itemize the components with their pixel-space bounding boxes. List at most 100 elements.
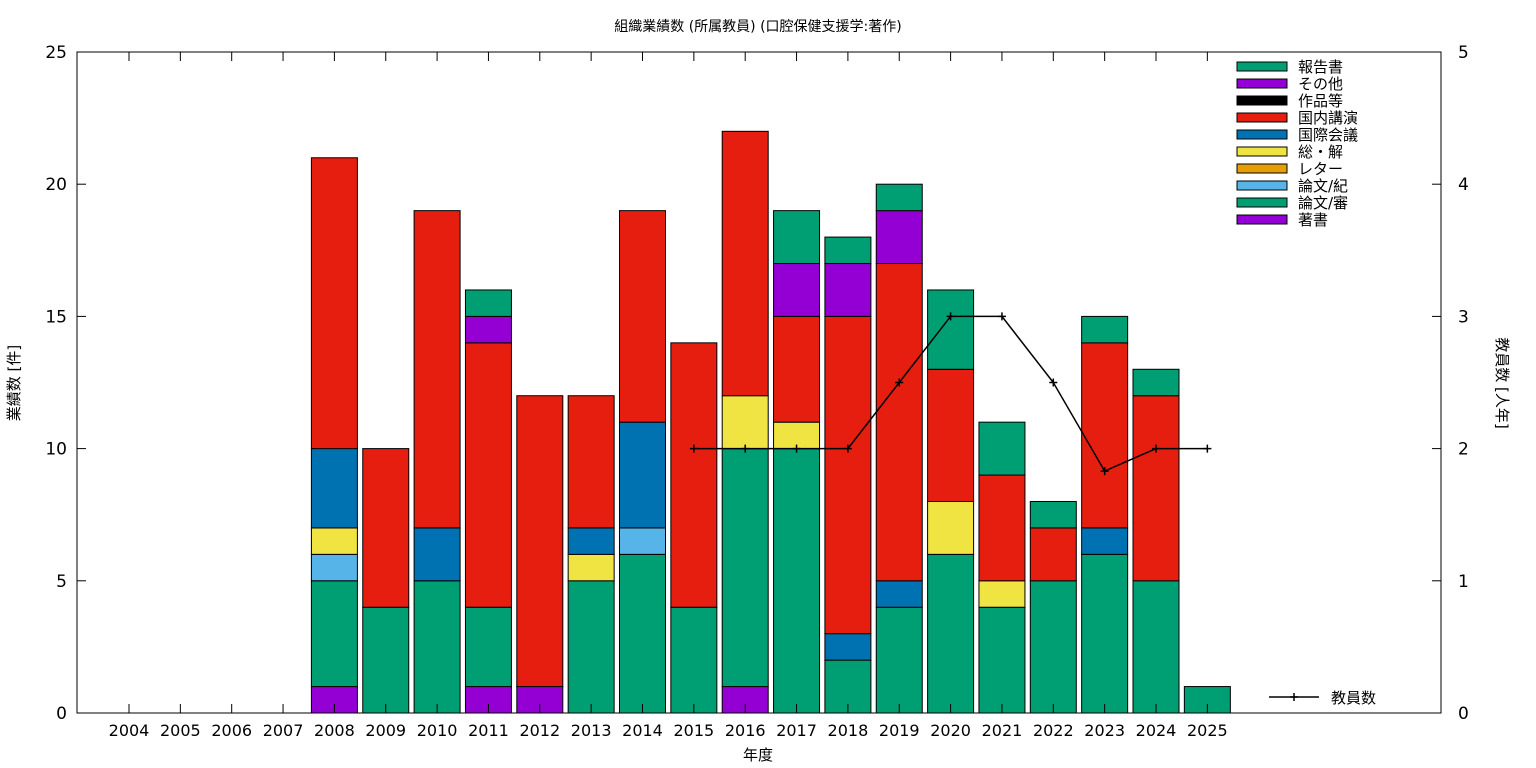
x-tick-label: 2011 xyxy=(468,721,509,740)
bar-2018-series-8 xyxy=(824,263,872,317)
bar-2020-series-9 xyxy=(927,289,975,370)
bar-2022-series-1 xyxy=(1029,580,1077,714)
x-tick-label: 2018 xyxy=(828,721,869,740)
x-tick-label: 2016 xyxy=(725,721,766,740)
y2-tick-label: 0 xyxy=(1458,704,1469,724)
plot-frame xyxy=(76,51,1442,714)
bar-2016-series-4 xyxy=(721,395,769,450)
bar-2023-series-9 xyxy=(1081,315,1129,344)
faculty-count-line-layer xyxy=(689,312,1212,476)
bar-2017-series-9 xyxy=(773,210,821,265)
faculty-count-point xyxy=(792,444,801,453)
bar-2008-series-4 xyxy=(310,527,358,555)
legend-label-3: 国内講演 xyxy=(1298,109,1358,127)
bar-2014-series-1 xyxy=(619,553,666,714)
bar-2008-series-1 xyxy=(310,580,358,688)
bar-2018-series-9 xyxy=(824,236,872,265)
legend-line-label: 教員数 xyxy=(1331,689,1376,707)
bar-2021-series-4 xyxy=(978,580,1026,608)
legend-swatch-9 xyxy=(1236,214,1288,225)
legend-label-2: 作品等 xyxy=(1298,92,1343,110)
faculty-count-point xyxy=(741,444,750,453)
faculty-count-point xyxy=(1049,378,1058,387)
x-tick-label: 2014 xyxy=(622,721,663,740)
x-tick-label: 2010 xyxy=(417,721,458,740)
bar-2014-series-5 xyxy=(619,421,666,529)
x-tick-label: 2006 xyxy=(211,721,252,740)
y-tick-label: 5 xyxy=(56,572,67,592)
bar-2021-series-1 xyxy=(978,606,1026,714)
legend-label-0: 報告書 xyxy=(1298,58,1343,76)
y2-tick-label: 4 xyxy=(1458,175,1469,195)
legend-swatch-1 xyxy=(1236,78,1288,89)
legend-label-9: 著書 xyxy=(1298,211,1328,229)
legend-swatch-7 xyxy=(1236,180,1288,191)
bar-2013-series-5 xyxy=(567,527,615,555)
bar-2014-series-2 xyxy=(619,527,666,555)
y2-tick-label: 1 xyxy=(1458,572,1469,592)
x-tick-label: 2005 xyxy=(160,721,201,740)
bar-2008-series-6 xyxy=(310,157,358,450)
x-tick-label: 2025 xyxy=(1187,721,1228,740)
bar-2018-series-6 xyxy=(824,315,872,635)
bar-2019-series-6 xyxy=(875,263,923,582)
bar-2019-series-8 xyxy=(875,210,923,265)
y-tick-label: 20 xyxy=(45,175,67,195)
y2-tick-label: 5 xyxy=(1458,43,1469,63)
y2-axis-label: 教員数 [人年] xyxy=(1493,337,1511,428)
legend-swatch-4 xyxy=(1236,129,1288,140)
bar-2020-series-4 xyxy=(927,500,975,555)
bar-2022-series-9 xyxy=(1029,500,1077,529)
bar-2019-series-5 xyxy=(875,580,923,608)
bar-2008-series-5 xyxy=(310,448,358,529)
y-tick-label: 0 xyxy=(56,704,67,724)
bar-2024-series-9 xyxy=(1132,368,1180,397)
legend-label-1: その他 xyxy=(1298,75,1343,93)
x-tick-label: 2017 xyxy=(776,721,817,740)
legend-label-8: 論文/審 xyxy=(1298,194,1348,212)
bar-2023-series-5 xyxy=(1081,527,1129,555)
bar-2017-series-1 xyxy=(773,448,821,714)
faculty-count-point xyxy=(946,312,955,321)
x-tick-label: 2007 xyxy=(263,721,304,740)
faculty-count-point xyxy=(1152,444,1160,453)
faculty-count-point xyxy=(997,312,1006,321)
bar-2010-series-6 xyxy=(413,210,461,529)
faculty-count-point xyxy=(1203,444,1212,453)
x-tick-label: 2022 xyxy=(1033,721,1074,740)
bar-2016-series-1 xyxy=(721,448,769,688)
chart-title: 組織業績数 (所属教員) (口腔保健支援学:著作) xyxy=(614,19,901,35)
legend-swatch-2 xyxy=(1236,95,1288,106)
legend-label-4: 国際会議 xyxy=(1298,126,1358,144)
legend-swatch-3 xyxy=(1236,112,1288,123)
bar-2010-series-5 xyxy=(413,527,461,582)
y2-tick-label: 3 xyxy=(1458,307,1469,327)
bar-2015-series-6 xyxy=(670,342,718,608)
x-tick-label: 2021 xyxy=(982,721,1023,740)
bar-2019-series-9 xyxy=(875,183,923,212)
bar-2013-series-4 xyxy=(567,553,615,582)
x-tick-label: 2013 xyxy=(571,721,612,740)
bar-2024-series-6 xyxy=(1132,395,1180,582)
bar-2019-series-1 xyxy=(875,606,923,714)
bar-2016-series-6 xyxy=(721,130,769,397)
bar-2010-series-1 xyxy=(413,580,461,714)
y-axis-label: 業績数 [件] xyxy=(5,345,23,421)
bar-2017-series-6 xyxy=(773,315,821,423)
bar-2009-series-1 xyxy=(362,606,410,714)
legend-label-6: レター xyxy=(1298,160,1343,178)
faculty-count-point xyxy=(689,444,698,453)
bar-2011-series-1 xyxy=(464,606,512,688)
x-tick-label: 2023 xyxy=(1084,721,1125,740)
x-tick-label: 2009 xyxy=(365,721,406,740)
x-tick-label: 2019 xyxy=(879,721,920,740)
x-tick-label: 2015 xyxy=(673,721,714,740)
legend-label-5: 総・解 xyxy=(1298,143,1343,161)
y2-tick-label: 2 xyxy=(1458,440,1469,460)
bar-2021-series-9 xyxy=(978,421,1026,476)
legend-swatch-0 xyxy=(1236,61,1288,72)
bar-2013-series-6 xyxy=(567,395,615,529)
bar-2023-series-1 xyxy=(1081,553,1129,714)
